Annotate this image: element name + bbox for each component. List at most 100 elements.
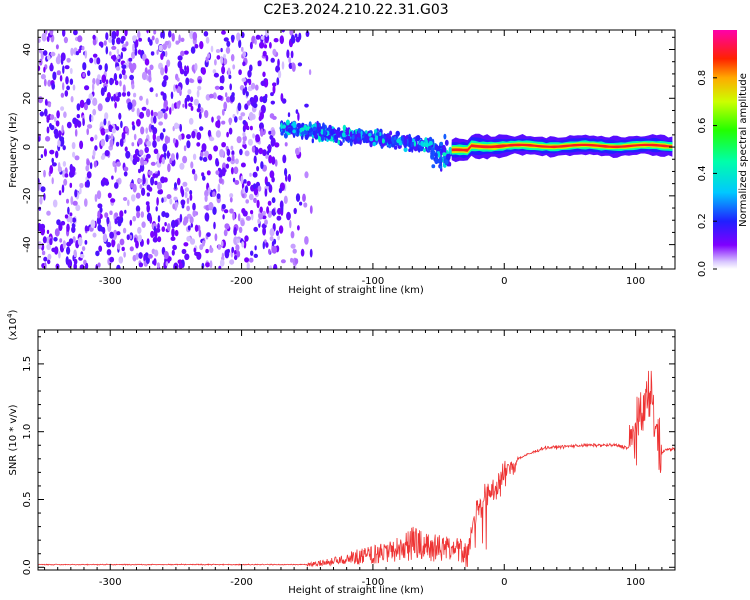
heatmap-cell — [198, 229, 202, 238]
heatmap-cell — [271, 129, 276, 137]
heatmap-cell — [277, 235, 280, 241]
heatmap-cell — [136, 118, 141, 127]
heatmap-cell — [84, 198, 88, 207]
heatmap-cell — [246, 180, 251, 187]
heatmap-cell — [294, 33, 298, 38]
heatmap-cell — [114, 164, 117, 173]
heatmap-cell — [227, 67, 231, 77]
heatmap-cell — [276, 215, 282, 221]
colorbar-gradient — [713, 30, 737, 269]
heatmap-cell — [116, 30, 119, 37]
heatmap-cell — [189, 238, 196, 245]
heatmap-cell — [232, 64, 236, 70]
heatmap-cell — [38, 182, 41, 191]
snr-xtick-label: -200 — [230, 577, 253, 588]
heatmap-cell — [231, 154, 235, 162]
heatmap-cell — [263, 44, 268, 49]
heatmap-cell — [236, 250, 241, 258]
heatmap-cell — [234, 180, 240, 185]
heatmap-cell — [43, 256, 48, 262]
heatmap-cell — [182, 181, 188, 187]
heatmap-cell — [262, 95, 268, 104]
heatmap-cell — [186, 134, 191, 140]
heatmap-cell — [141, 221, 146, 228]
heatmap-cell — [111, 45, 117, 50]
heatmap-cell — [188, 117, 194, 125]
heatmap-cell — [89, 114, 92, 123]
heatmap-cell — [110, 198, 116, 203]
heatmap-cell — [46, 36, 50, 42]
heatmap-cell — [129, 182, 135, 188]
heatmap-cell — [342, 132, 346, 138]
spectrogram-xtick-label: 100 — [626, 276, 645, 287]
heatmap-cell — [101, 74, 107, 84]
heatmap-cell — [170, 91, 174, 100]
heatmap-cell — [355, 140, 358, 144]
heatmap-cell — [253, 226, 258, 232]
heatmap-cell — [221, 167, 226, 177]
heatmap-cell — [119, 210, 124, 218]
heatmap-cell — [245, 91, 249, 97]
heatmap-cell — [85, 165, 90, 172]
heatmap-cell — [179, 213, 183, 223]
spectrogram-xlabel: Height of straight line (km) — [288, 285, 424, 296]
heatmap-cell — [131, 121, 135, 126]
heatmap-cell — [405, 135, 409, 140]
heatmap-cell — [39, 223, 46, 230]
heatmap-cell — [442, 152, 447, 157]
heatmap-cell — [270, 57, 275, 63]
heatmap-cell — [116, 55, 120, 60]
heatmap-cell — [262, 241, 265, 250]
heatmap-cell — [64, 65, 70, 70]
colorbar-tick-label: 0.6 — [697, 118, 708, 134]
heatmap-cell — [121, 246, 125, 252]
heatmap-cell — [182, 103, 185, 108]
heatmap-cell — [95, 77, 100, 86]
heatmap-cell — [189, 78, 193, 83]
heatmap-cell — [48, 102, 52, 108]
heatmap-cell — [151, 35, 155, 41]
heatmap-cell — [66, 198, 69, 204]
heatmap-cell — [51, 82, 56, 90]
heatmap-cell — [246, 125, 250, 131]
heatmap-cell — [84, 225, 88, 232]
heatmap-cell — [74, 189, 78, 198]
heatmap-cell — [129, 219, 133, 226]
heatmap-cell — [304, 103, 309, 108]
heatmap-cell — [100, 87, 105, 97]
heatmap-cell — [209, 260, 213, 269]
heatmap-cell — [183, 50, 189, 55]
heatmap-cell — [116, 264, 121, 269]
heatmap-cell — [170, 153, 175, 161]
heatmap-cell — [264, 37, 269, 44]
heatmap-cell — [199, 126, 204, 131]
heatmap-cell — [241, 46, 244, 52]
heatmap-cell — [250, 250, 254, 256]
heatmap-cell — [187, 225, 191, 231]
heatmap-cell — [184, 102, 188, 110]
heatmap-cell — [59, 238, 63, 243]
heatmap-cell — [71, 226, 76, 234]
heatmap-cell — [86, 179, 90, 188]
heatmap-cell — [132, 215, 137, 222]
heatmap-cell — [102, 233, 108, 243]
heatmap-cell — [180, 133, 185, 140]
heatmap-cell — [128, 62, 133, 70]
heatmap-cell — [147, 69, 152, 76]
heatmap-cell — [258, 211, 264, 220]
heatmap-cell — [92, 34, 96, 40]
heatmap-cell — [146, 140, 152, 147]
heatmap-cell — [204, 212, 210, 222]
heatmap-cell — [97, 103, 103, 112]
heatmap-cell — [285, 174, 288, 182]
heatmap-cell — [55, 120, 60, 127]
heatmap-cell — [62, 30, 66, 37]
heatmap-cell — [190, 105, 194, 111]
heatmap-cell — [47, 79, 52, 87]
heatmap-cell — [228, 118, 232, 126]
heatmap-cell — [438, 157, 443, 162]
heatmap-cell — [160, 67, 165, 76]
heatmap-cell — [76, 114, 81, 119]
